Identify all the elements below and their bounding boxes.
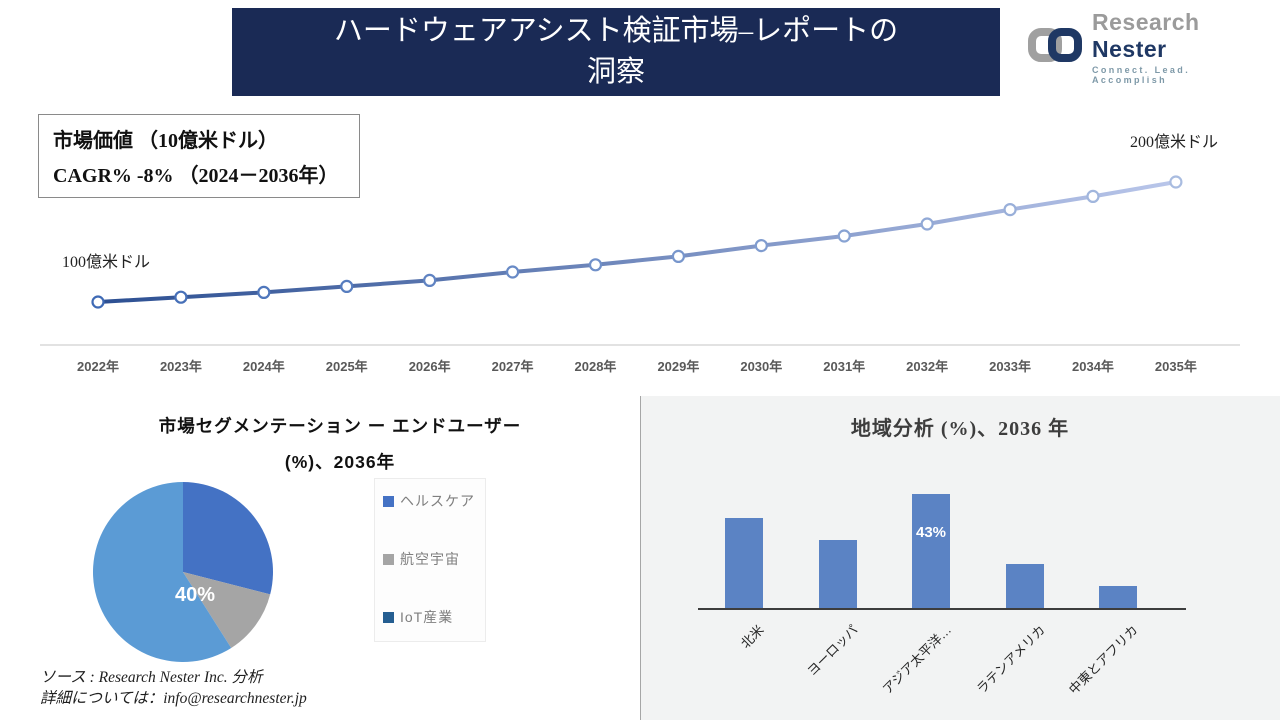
pie-data-label: 40%: [174, 584, 216, 606]
pie-slice: [183, 482, 273, 595]
bar-data-label: 43%: [915, 523, 947, 541]
legend-swatch-icon: [383, 495, 394, 507]
x-tick-label: 2029年: [657, 359, 700, 374]
end-user-pie-chart: [93, 482, 273, 662]
x-tick-label: 2024年: [242, 359, 285, 374]
page-title-line1: ハードウェアアシスト検証市場–レポートの: [333, 15, 899, 47]
title-banner: ハードウェアアシスト検証市場–レポートの 洞察: [232, 8, 1000, 96]
market-value-label: 市場価値 （10億米ドル）: [53, 130, 278, 152]
logo-tagline: Connect. Lead. Accomplish: [1092, 65, 1191, 85]
x-tick-label: 2028年: [574, 359, 617, 374]
chain-links-icon: [1026, 21, 1084, 74]
legend-item: IoT産業: [383, 607, 485, 627]
legend-swatch-icon: [383, 611, 394, 623]
bar: [725, 518, 763, 610]
bar-chart-title: 地域分析 (%)、2036 年: [850, 418, 1070, 440]
bar: [1006, 564, 1044, 610]
bar: 43%: [912, 493, 950, 610]
research-nester-logo: Research Nester Connect. Lead. Accomplis…: [1026, 9, 1262, 85]
line-chart-x-axis: 2022年 2023年 2024年 2025年 2026年 2027年 2028年 2029年…: [0, 356, 1280, 380]
x-tick-label: 2033年: [989, 359, 1032, 374]
legend-label: ヘルスケア: [400, 493, 475, 509]
x-tick-label: 2030年: [740, 359, 783, 374]
x-tick-label: 2034年: [1072, 359, 1114, 374]
legend-item: 航空宇宙: [383, 549, 485, 569]
pie-chart-title: 市場セグメンテーション ー エンドユーザー (%)、2036年: [158, 416, 522, 472]
bar-chart-axis-line: [698, 608, 1186, 610]
x-tick-label: 2027年: [491, 359, 534, 374]
bar: [1099, 585, 1137, 610]
source-note: ソース : Research Nester Inc. 分析 詳細については：in…: [40, 667, 307, 709]
x-tick-label: 2035年: [1154, 359, 1197, 374]
x-tick-label: 2022年: [77, 359, 119, 374]
x-tick-label: 2023年: [159, 359, 202, 374]
legend-label: IoT産業: [400, 609, 454, 625]
page-title-line2: 洞察: [586, 56, 645, 88]
legend-label: 航空宇宙: [400, 551, 460, 567]
pie-legend: ヘルスケア航空宇宙 IoT産業: [374, 478, 486, 642]
line-end-value-label: 200億米ドル: [1130, 134, 1219, 151]
bar: [819, 539, 857, 610]
logo-wordmark: Research Nester: [1092, 9, 1200, 62]
x-tick-label: 2026年: [408, 359, 451, 374]
contact-line: 詳細については：info@researchnester.jp: [40, 690, 307, 707]
x-tick-label: 2025年: [325, 359, 368, 374]
source-line: ソース : Research Nester Inc. 分析: [40, 669, 263, 686]
legend-swatch-icon: [383, 553, 394, 565]
pie-slice: [183, 572, 271, 648]
legend-item: ヘルスケア: [383, 491, 485, 511]
x-tick-label: 2032年: [906, 359, 949, 374]
x-tick-label: 2031年: [823, 359, 866, 374]
pie-slice: [93, 482, 232, 662]
